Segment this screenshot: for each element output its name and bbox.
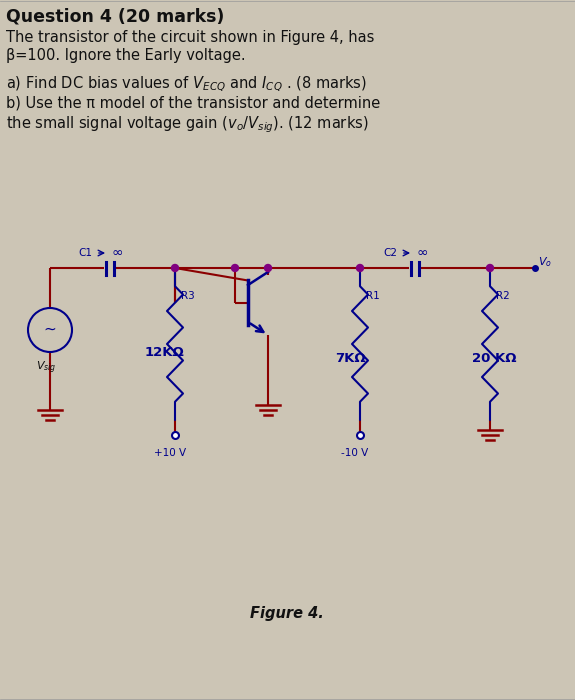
Circle shape: [356, 265, 363, 272]
Text: b) Use the π model of the transistor and determine: b) Use the π model of the transistor and…: [6, 96, 380, 111]
Circle shape: [171, 265, 178, 272]
Text: The transistor of the circuit shown in Figure 4, has: The transistor of the circuit shown in F…: [6, 30, 374, 45]
Text: R3: R3: [181, 291, 195, 301]
Text: ∞: ∞: [112, 246, 124, 260]
Text: a) Find DC bias values of $V_{ECQ}$ and $I_{CQ}$ . (8 marks): a) Find DC bias values of $V_{ECQ}$ and …: [6, 75, 367, 94]
Text: $V_{sig}$: $V_{sig}$: [36, 360, 56, 377]
Text: 7KΩ: 7KΩ: [335, 353, 366, 365]
Text: $V_o$: $V_o$: [538, 255, 552, 269]
Text: R1: R1: [366, 291, 380, 301]
Text: ~: ~: [44, 321, 56, 337]
Text: 12KΩ: 12KΩ: [145, 346, 185, 358]
Text: the small signal voltage gain ($v_o/V_{sig}$). (12 marks): the small signal voltage gain ($v_o/V_{s…: [6, 114, 369, 134]
Text: C2: C2: [383, 248, 397, 258]
Text: +10 V: +10 V: [154, 448, 186, 458]
Circle shape: [232, 265, 239, 272]
Circle shape: [486, 265, 493, 272]
Text: R2: R2: [496, 291, 510, 301]
Text: Question 4 (20 marks): Question 4 (20 marks): [6, 8, 224, 26]
Text: ∞: ∞: [417, 246, 428, 260]
Text: C1: C1: [78, 248, 92, 258]
Text: Figure 4.: Figure 4.: [250, 606, 324, 621]
Text: β=100. Ignore the Early voltage.: β=100. Ignore the Early voltage.: [6, 48, 246, 63]
Text: 20 KΩ: 20 KΩ: [472, 353, 516, 365]
Text: -10 V: -10 V: [342, 448, 369, 458]
Circle shape: [264, 265, 271, 272]
